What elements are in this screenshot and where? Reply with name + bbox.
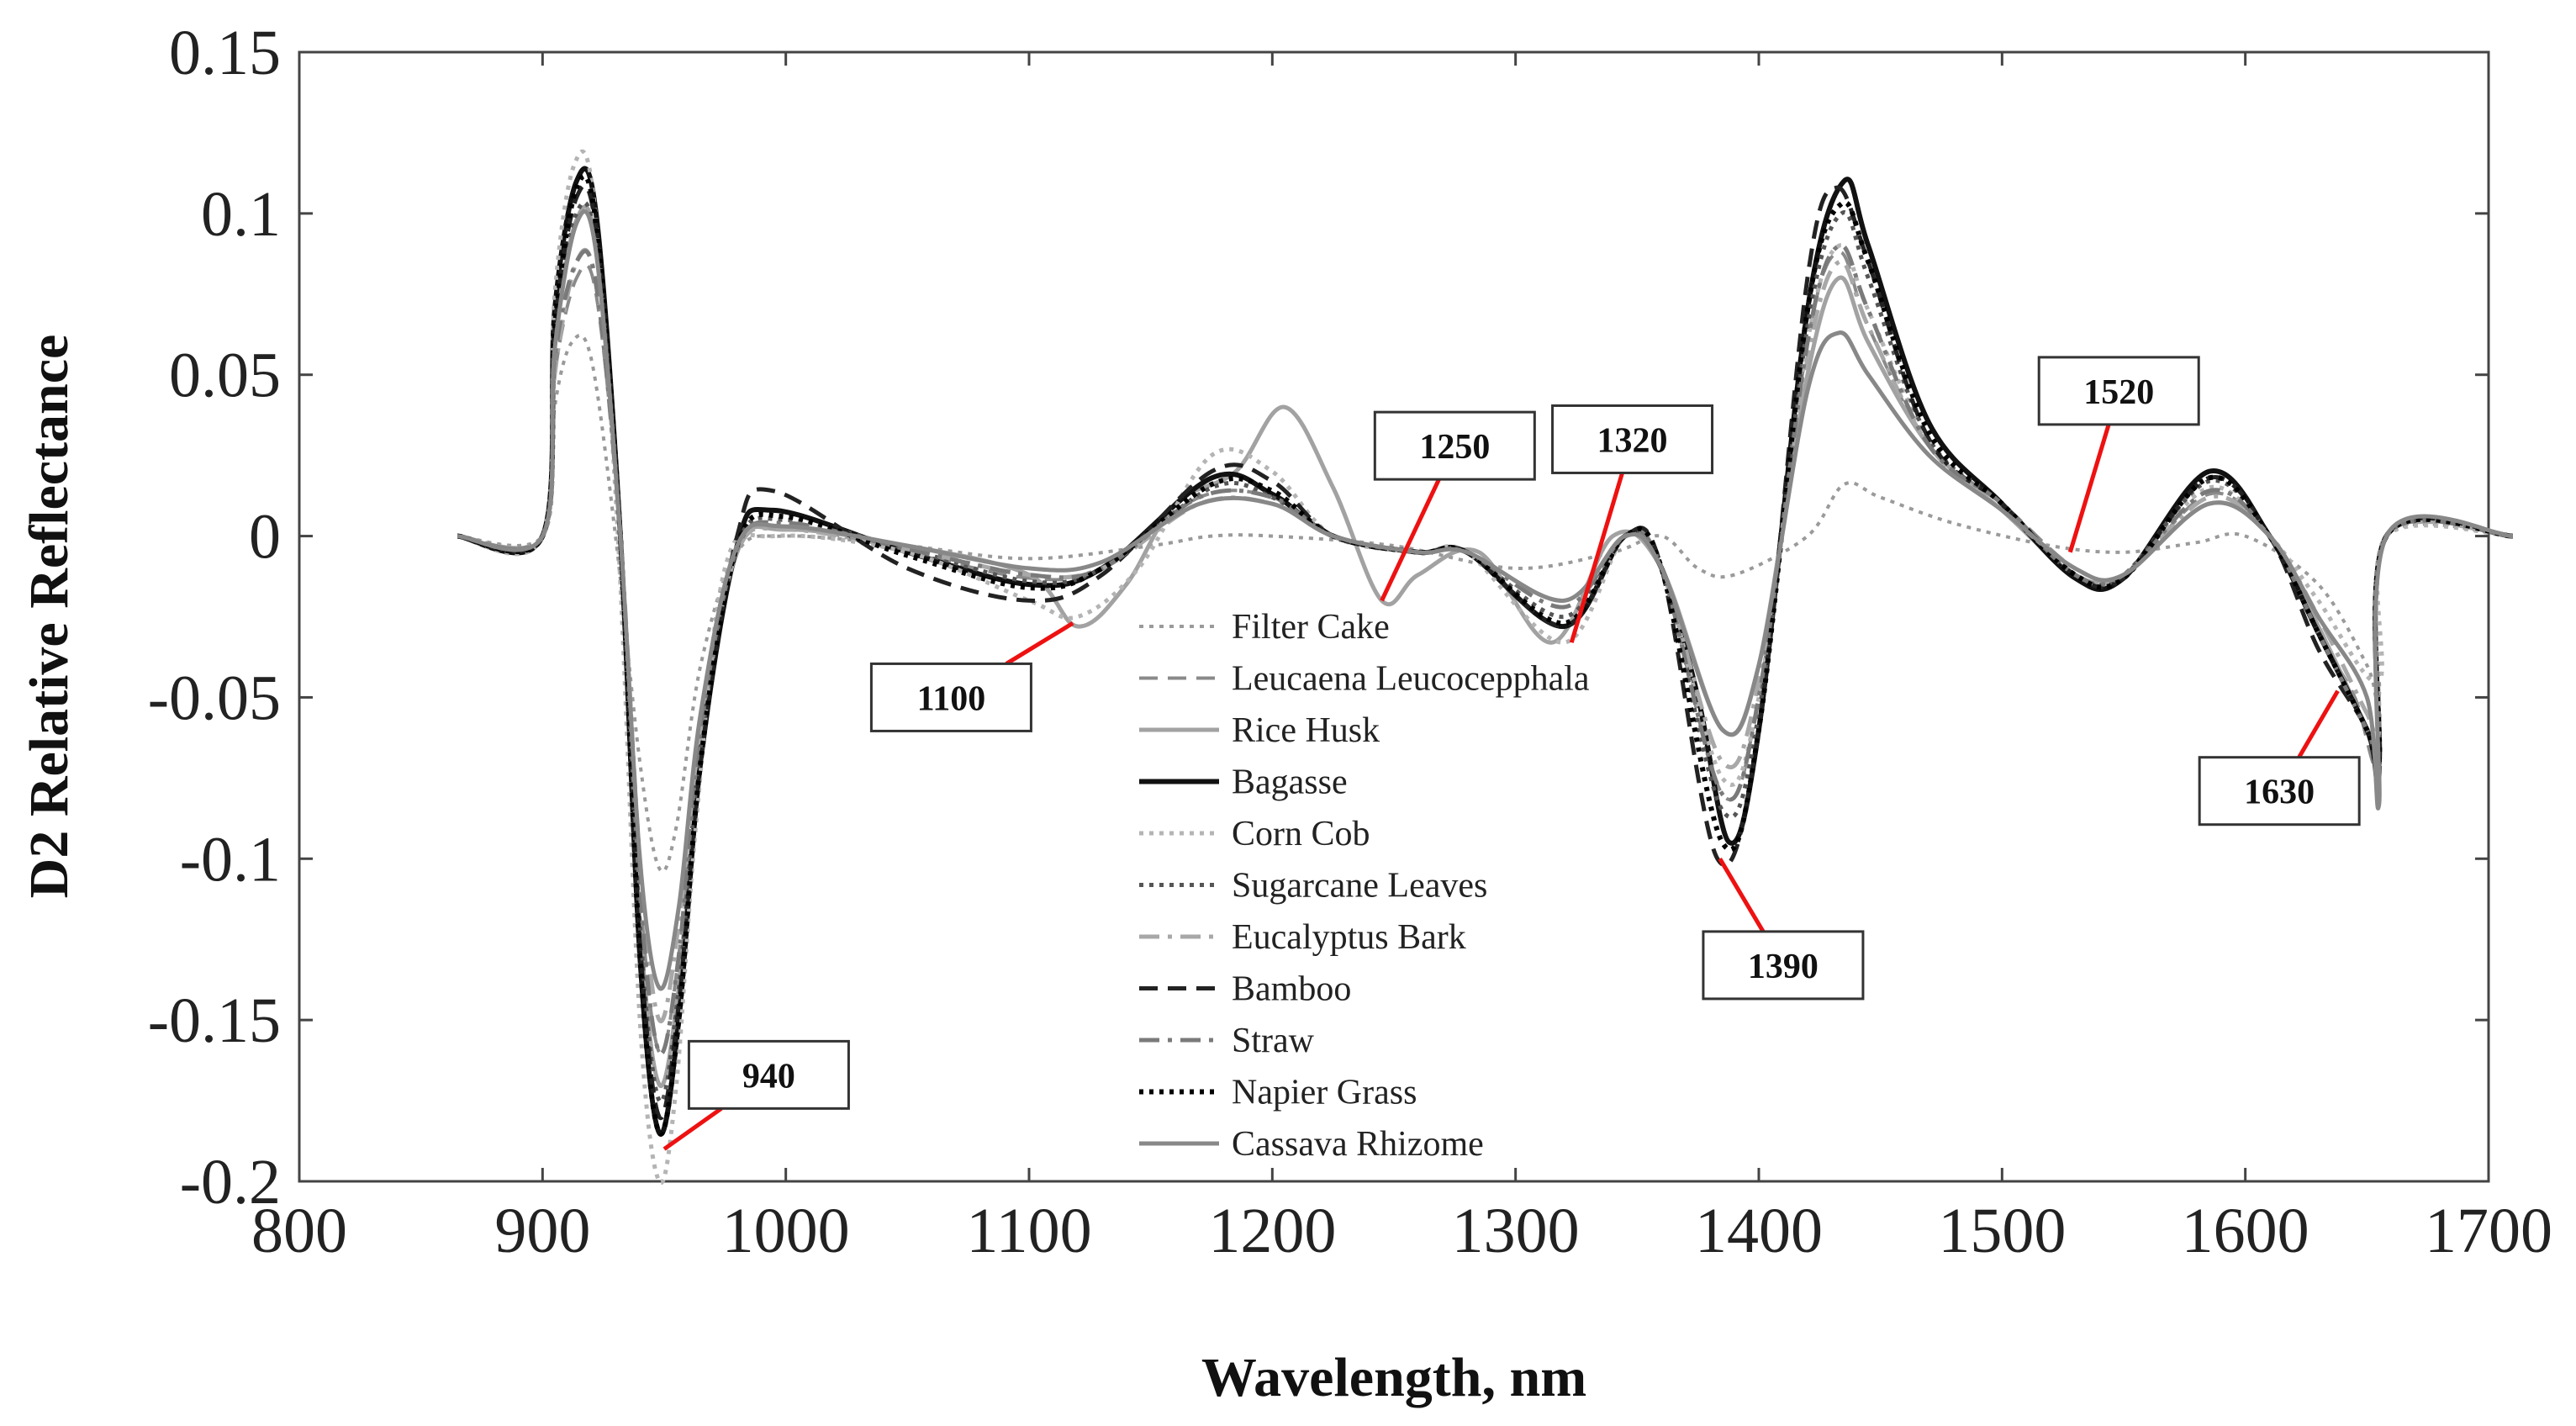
annotation-1520: 1520	[2037, 356, 2200, 553]
x-tick-label: 1100	[966, 1196, 1091, 1266]
series-line-leucaena-leucocepphala	[457, 250, 2514, 1056]
x-tick-label: 800	[251, 1196, 347, 1266]
x-tick-label: 1200	[1208, 1196, 1336, 1266]
annotation-box	[1551, 404, 1714, 474]
annotation-label: 1630	[2244, 774, 2315, 812]
x-tick-label: 1400	[1695, 1196, 1823, 1266]
series-line-straw	[457, 243, 2514, 1056]
x-tick-label: 1300	[1452, 1196, 1580, 1266]
annotation-leader	[1569, 472, 1624, 643]
annotation-1390: 1390	[1702, 858, 1865, 1001]
series-line-rice-husk	[457, 204, 2514, 1089]
annotation-layer: 940 1100 1250 1320 1390 1520 1630	[662, 356, 2361, 1151]
annotation-label: 1390	[1748, 948, 1819, 986]
series-line-bamboo	[457, 183, 2514, 1121]
annotation-label: 940	[742, 1057, 795, 1096]
legend: Filter Cake Leucaena Leucocepphala Rice Hu…	[1139, 608, 1590, 1164]
series-line-cassava-rhizome	[457, 209, 2514, 991]
plot-area	[298, 50, 2490, 1183]
annotation-940: 940	[662, 1039, 850, 1151]
x-axis: 800 900 1000 1100 1200 1300 1400 1500 1600 1700	[251, 52, 2552, 1266]
annotation-leader	[2067, 424, 2111, 553]
legend-label: Bagasse	[1232, 763, 1348, 802]
series-layer	[457, 149, 2514, 1186]
legend-label: Straw	[1232, 1022, 1315, 1060]
legend-label: Napier Grass	[1232, 1074, 1417, 1112]
y-tick-label: 0.15	[169, 18, 281, 88]
annotation-leader	[662, 1106, 723, 1151]
series-line-eucalyptus-bark	[457, 247, 2514, 1024]
annotation-label: 1320	[1597, 421, 1668, 460]
annotation-leader	[1005, 621, 1074, 666]
y-axis-title: D2 Relative Reflectance	[18, 335, 80, 899]
x-tick-label: 1500	[1938, 1196, 2066, 1266]
annotation-box	[1373, 410, 1536, 481]
annotation-1320: 1320	[1551, 404, 1714, 643]
annotation-1630: 1630	[2198, 689, 2361, 827]
y-tick-label: 0	[249, 502, 281, 573]
annotation-leader	[2297, 689, 2340, 758]
legend-label: Bamboo	[1232, 970, 1351, 1009]
legend-label: Rice Husk	[1232, 711, 1380, 750]
y-axis: 0.15 0.1 0.05 0 -0.05 -0.1 -0.15 -0.2	[148, 18, 2489, 1217]
legend-label: Cassava Rhizome	[1232, 1125, 1484, 1164]
legend-label: Corn Cob	[1232, 815, 1370, 853]
y-tick-label: -0.2	[180, 1147, 281, 1217]
annotation-box	[2198, 756, 2361, 827]
y-tick-label: -0.1	[180, 824, 281, 895]
annotation-leader	[1380, 478, 1441, 602]
annotation-box	[1702, 930, 1865, 1001]
annotation-box	[687, 1039, 850, 1110]
legend-label: Eucalyptus Bark	[1232, 918, 1466, 957]
y-tick-label: -0.05	[148, 663, 281, 733]
legend-label: Sugarcane Leaves	[1232, 867, 1487, 906]
annotation-1250: 1250	[1373, 410, 1536, 602]
annotation-label: 1100	[917, 679, 986, 718]
annotation-box	[869, 662, 1032, 732]
x-tick-label: 1600	[2182, 1196, 2309, 1266]
series-line-bagasse	[457, 166, 2514, 1137]
legend-label: Filter Cake	[1232, 608, 1390, 647]
legend-label: Leucaena Leucocepphala	[1232, 660, 1590, 699]
annotation-label: 1250	[1419, 428, 1490, 467]
y-tick-label: 0.05	[169, 341, 281, 411]
series-line-napier-grass	[457, 173, 2514, 1137]
x-axis-title: Wavelength, nm	[1201, 1347, 1586, 1408]
annotation-leader	[1718, 858, 1766, 933]
annotation-label: 1520	[2083, 373, 2154, 412]
y-tick-label: 0.1	[201, 179, 281, 250]
annotation-1100: 1100	[869, 621, 1074, 732]
x-tick-label: 1700	[2425, 1196, 2552, 1266]
y-tick-label: -0.15	[148, 985, 281, 1056]
annotation-box	[2037, 356, 2200, 426]
x-tick-label: 900	[494, 1196, 590, 1266]
x-tick-label: 1000	[722, 1196, 850, 1266]
series-line-sugarcane-leaves	[457, 200, 2514, 1105]
